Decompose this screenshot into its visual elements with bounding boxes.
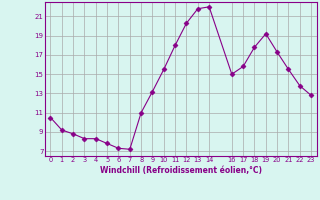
X-axis label: Windchill (Refroidissement éolien,°C): Windchill (Refroidissement éolien,°C) <box>100 166 262 175</box>
